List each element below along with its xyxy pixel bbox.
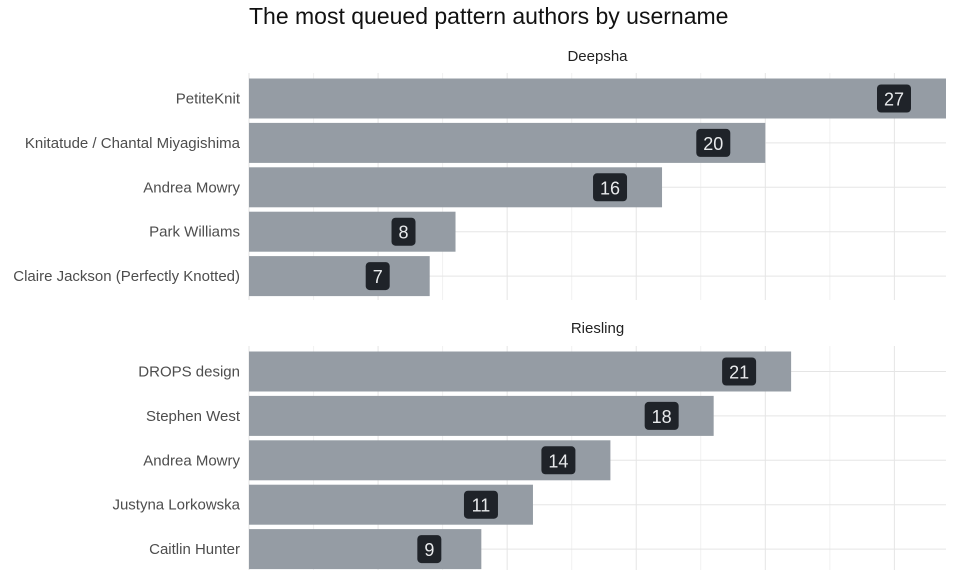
- chart-title: The most queued pattern authors by usern…: [249, 3, 728, 29]
- category-label: DROPS design: [138, 364, 240, 381]
- value-label-background: [877, 84, 911, 113]
- value-label-background: [593, 173, 628, 202]
- bar: [249, 529, 482, 570]
- category-label: Claire Jackson (Perfectly Knotted): [13, 268, 240, 285]
- value-label-background: [365, 262, 390, 291]
- value-label-background: [541, 446, 576, 475]
- value-label: 18: [652, 407, 672, 427]
- bar: [249, 78, 946, 119]
- value-label-background: [463, 490, 498, 519]
- category-label: Andrea Mowry: [143, 452, 240, 469]
- bar: [249, 395, 714, 436]
- bar: [249, 256, 430, 297]
- facet-strip-label: Deepsha: [567, 48, 628, 65]
- facet-panel: Riesling DROPS design 21 Stephen West 18 Andr…: [112, 320, 946, 570]
- bar: [249, 211, 456, 252]
- value-label-background: [391, 217, 416, 246]
- value-label: 27: [884, 90, 904, 110]
- category-label: Caitlin Hunter: [149, 541, 240, 558]
- value-label: 20: [703, 134, 723, 154]
- value-label: 7: [373, 267, 383, 287]
- value-label: 14: [548, 451, 568, 471]
- category-label: PetiteKnit: [176, 91, 241, 108]
- bar: [249, 351, 792, 392]
- value-label-background: [417, 535, 442, 564]
- facet-panel: Deepsha PetiteKnit 27 Knitatude / Chantal M…: [13, 48, 946, 300]
- value-label: 16: [600, 178, 620, 198]
- value-label-background: [722, 357, 757, 386]
- value-label: 11: [472, 496, 491, 516]
- value-label: 21: [729, 363, 749, 383]
- category-label: Knitatude / Chantal Miyagishima: [25, 135, 241, 152]
- value-label: 9: [424, 540, 434, 560]
- facet-strip-label: Riesling: [571, 320, 624, 337]
- bar: [249, 122, 766, 163]
- category-label: Justyna Lorkowska: [112, 497, 240, 514]
- category-label: Andrea Mowry: [143, 179, 240, 196]
- value-label-background: [644, 401, 679, 430]
- category-label: Stephen West: [146, 408, 241, 425]
- value-label-background: [696, 128, 731, 157]
- value-label: 8: [399, 223, 409, 243]
- category-label: Park Williams: [149, 224, 240, 241]
